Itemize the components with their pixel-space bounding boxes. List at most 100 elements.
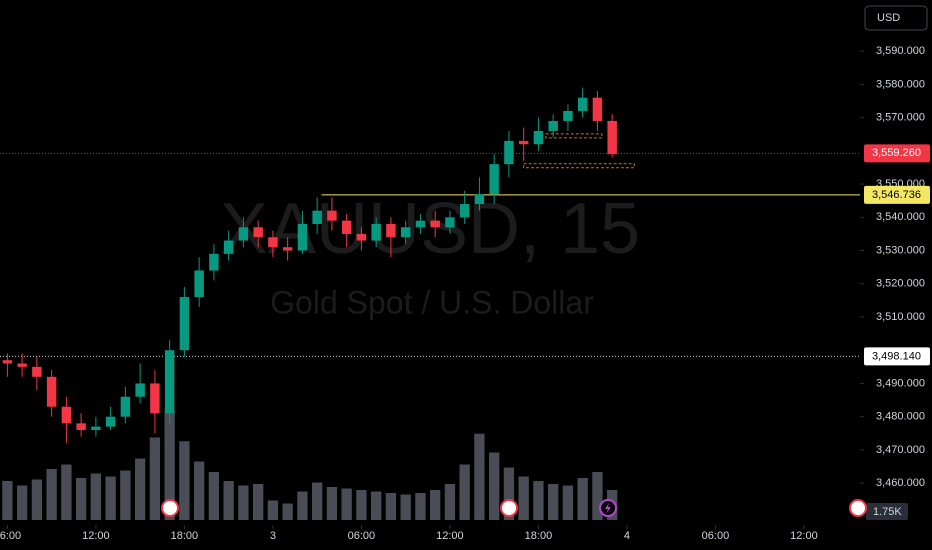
candle-body <box>2 360 13 364</box>
volume-bar <box>75 478 87 520</box>
event-flag[interactable] <box>849 499 867 517</box>
candle-body <box>223 240 234 254</box>
candle-body <box>400 227 411 238</box>
candle-body <box>194 270 204 298</box>
candle-body <box>518 140 529 145</box>
candle-body <box>91 426 101 430</box>
candle-body <box>32 366 42 377</box>
volume-bar <box>297 491 308 520</box>
volume-bar <box>223 481 234 520</box>
candle-body <box>592 97 603 121</box>
x-tick-label: 18:00 <box>171 530 199 542</box>
volume-bar <box>415 493 426 520</box>
price-label: 3,546.736 <box>872 189 921 201</box>
x-tick-label: 18:00 <box>525 530 553 542</box>
candle-body <box>150 383 160 414</box>
volume-bar <box>444 484 456 520</box>
currency-button[interactable] <box>864 5 928 31</box>
candle-body <box>489 164 499 195</box>
volume-bar <box>533 481 544 520</box>
price-label-bg <box>864 144 930 163</box>
volume-bar <box>326 487 338 520</box>
candle-body <box>533 130 544 145</box>
candle-body <box>577 97 588 111</box>
volume-label-bg <box>866 503 908 520</box>
volume-bar <box>164 411 175 520</box>
candle-body <box>179 297 190 351</box>
volume-bar <box>430 490 441 520</box>
volume-bar <box>548 484 559 520</box>
volume-label: 1.75K <box>873 506 902 518</box>
volume-bar <box>341 488 352 520</box>
candle-body <box>46 376 57 407</box>
volume-bar <box>503 467 515 520</box>
candle-body <box>341 220 352 234</box>
candle-body <box>209 253 219 271</box>
candle-body <box>297 223 308 251</box>
candle-body <box>105 416 116 427</box>
candle-body <box>607 120 617 155</box>
y-tick-label: 3,460.000 <box>876 477 925 489</box>
candle-body <box>327 210 337 221</box>
volume-bar <box>208 472 220 520</box>
candle-body <box>238 227 249 241</box>
volume-bar <box>90 473 102 520</box>
volume-bar <box>459 464 470 520</box>
candle-body <box>371 223 381 241</box>
volume-bar <box>61 464 72 520</box>
volume-bar <box>120 470 131 520</box>
candle-body <box>548 120 558 131</box>
candle-body <box>135 383 145 397</box>
volume-bar <box>105 476 116 520</box>
volume-bar <box>134 458 146 520</box>
watermark-description: Gold Spot / U.S. Dollar <box>270 284 594 320</box>
volume-bar <box>252 484 264 520</box>
x-tick-label: 12:00 <box>790 530 818 542</box>
x-tick-label: 06:00 <box>0 530 21 542</box>
volume-bar <box>282 503 293 520</box>
candle-body <box>415 220 426 228</box>
y-tick-label: 3,540.000 <box>876 211 925 223</box>
candle-body <box>61 406 72 424</box>
candle-body <box>445 217 455 228</box>
y-tick-label: 3,480.000 <box>876 411 925 423</box>
x-tick-label: 12:00 <box>82 530 110 542</box>
volume-bar <box>193 461 205 520</box>
zone <box>523 163 635 169</box>
y-tick-label: 3,570.000 <box>876 112 925 124</box>
volume-bar <box>46 469 57 520</box>
candle-body <box>76 423 86 430</box>
currency-label: USD <box>877 12 900 24</box>
volume-bar <box>356 490 367 520</box>
candle-body <box>120 396 131 417</box>
volume-bar <box>238 485 249 520</box>
y-tick-label: 3,490.000 <box>876 377 925 389</box>
volume-bar <box>562 485 574 520</box>
y-tick-label: 3,510.000 <box>876 311 925 323</box>
event-flag[interactable] <box>500 499 518 517</box>
volume-bar <box>179 441 190 520</box>
candle-body <box>459 204 470 218</box>
volume-bar <box>31 479 43 520</box>
x-tick-label: 4 <box>624 530 630 542</box>
candle-body <box>268 237 278 248</box>
event-flag[interactable] <box>161 499 179 517</box>
volume-bar <box>489 452 500 520</box>
volume-bar <box>2 481 13 520</box>
candle-body <box>563 110 573 121</box>
x-tick-label: 06:00 <box>348 530 376 542</box>
candle-body <box>312 210 322 224</box>
price-label: 3,498.140 <box>872 350 921 362</box>
y-tick-label: 3,520.000 <box>876 278 925 290</box>
x-tick-label: 12:00 <box>436 530 464 542</box>
candle-body <box>356 233 367 241</box>
volume-bar <box>400 494 411 520</box>
candle-body <box>504 140 514 165</box>
volume-bar <box>577 478 588 520</box>
volume-bar <box>311 482 323 520</box>
volume-bar <box>518 476 529 520</box>
volume-bar <box>267 500 279 520</box>
price-label-bg <box>864 185 930 204</box>
volume-bar <box>16 485 28 520</box>
